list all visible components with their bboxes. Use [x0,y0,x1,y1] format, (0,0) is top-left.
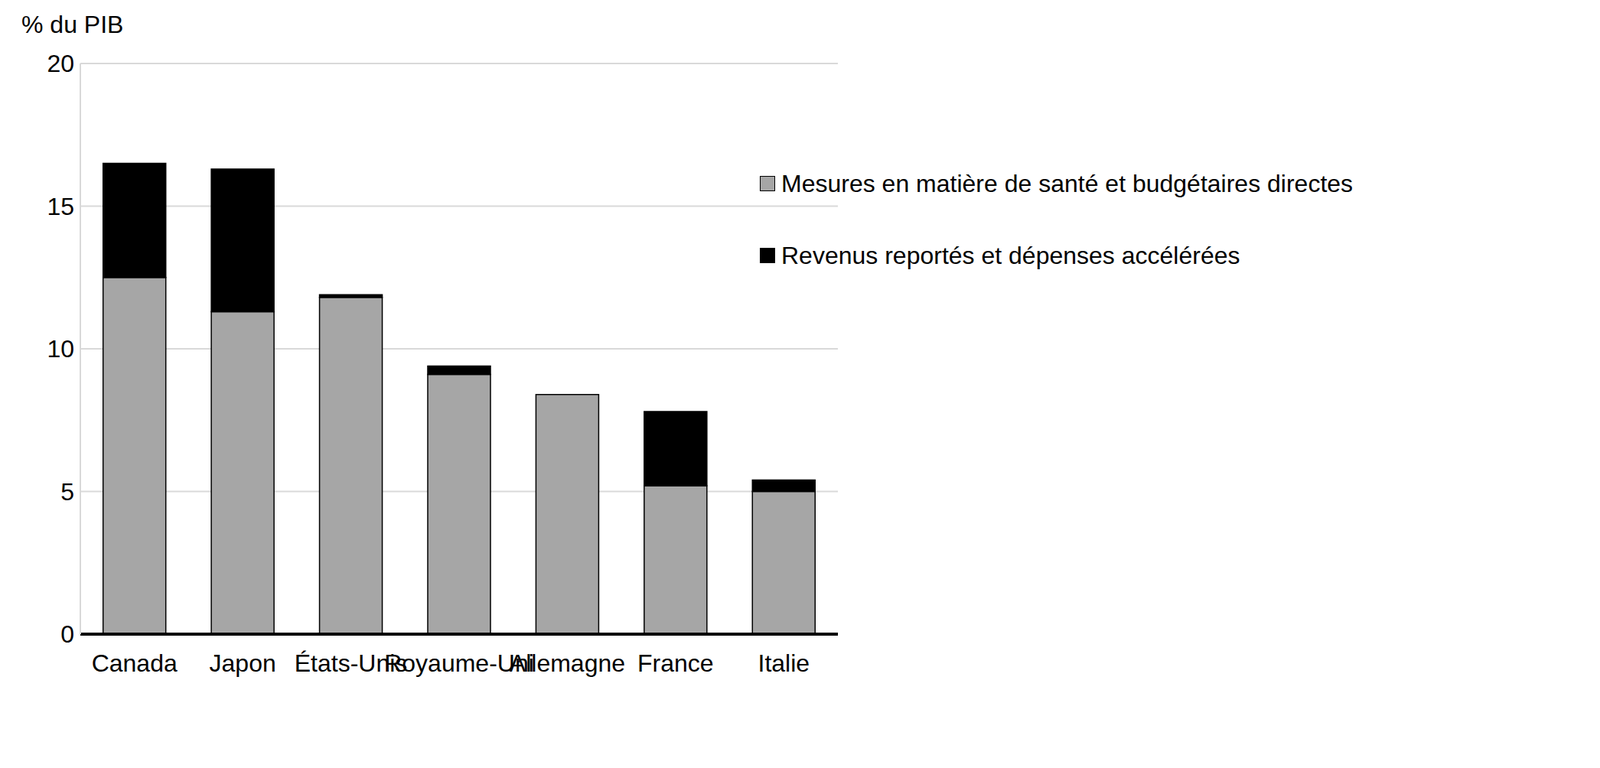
svg-text:15: 15 [46,192,75,221]
svg-text:Japon: Japon [209,649,277,678]
svg-text:20: 20 [46,49,75,78]
html-text:Mesures en matière de santé et: Mesures en matière de santé et budgétair… [781,169,1353,198]
svg-text:Canada: Canada [91,649,178,678]
svg-text:France: France [637,649,714,678]
html-text:Revenus reportés et dépenses a: Revenus reportés et dépenses accélérées [781,241,1240,269]
svg-text:Allemagne: Allemagne [509,649,626,678]
svg-text:5: 5 [60,478,75,506]
svg-text:0: 0 [60,620,75,649]
svg-text:Italie: Italie [757,649,810,678]
svg-text:10: 10 [46,335,75,363]
svg-text:États-Unis: États-Unis [294,649,408,677]
html-text:% du PIB: % du PIB [21,10,124,39]
svg-text:Royaume-Uni: Royaume-Uni [384,649,534,677]
